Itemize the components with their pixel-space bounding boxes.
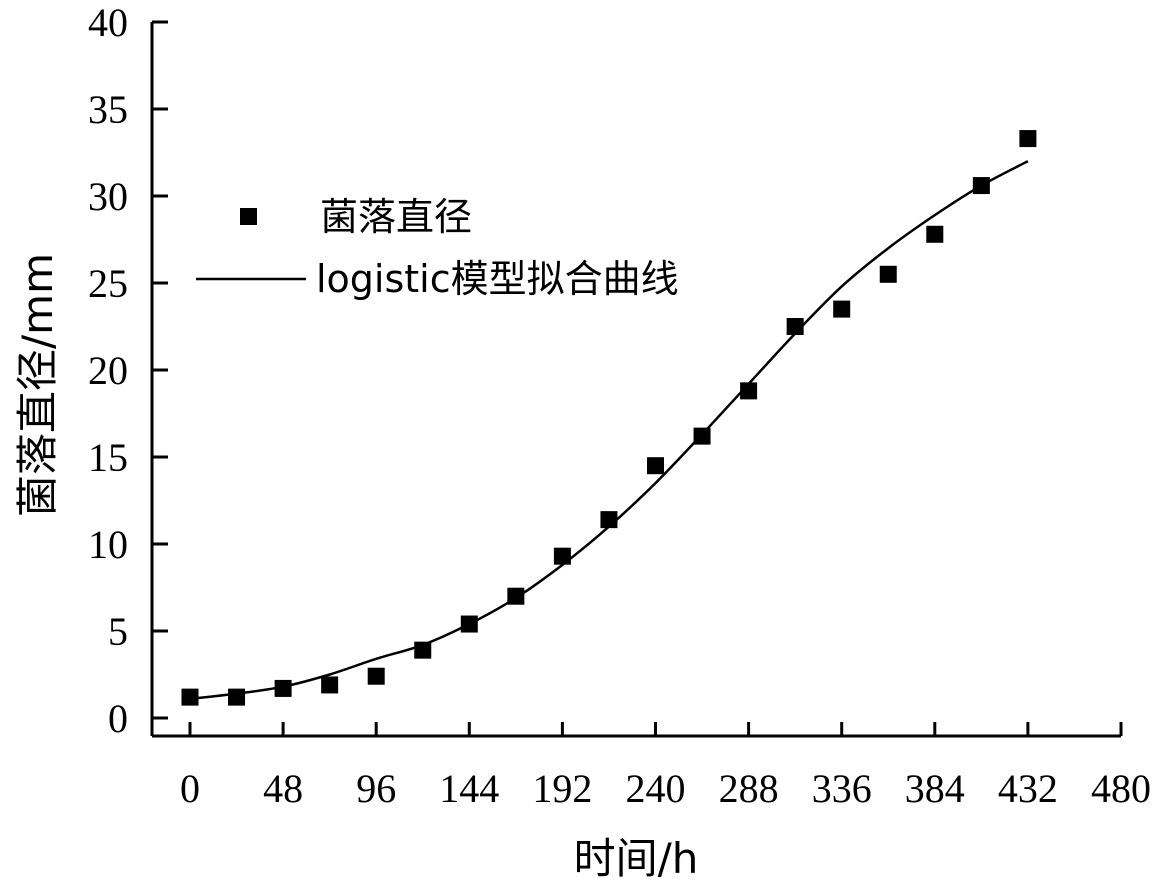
x-tick-label: 96 (356, 766, 396, 811)
legend-label-scatter: 菌落直径 (320, 195, 472, 239)
y-tick-label: 5 (108, 609, 128, 654)
legend-label-line: logistic模型拟合曲线 (316, 257, 679, 301)
x-tick-label: 384 (905, 766, 965, 811)
data-point (879, 265, 897, 283)
x-tick-label: 432 (998, 766, 1058, 811)
data-point (460, 615, 478, 633)
legend: 菌落直径 logistic模型拟合曲线 (196, 195, 679, 301)
data-point (414, 641, 432, 659)
data-point (740, 382, 758, 400)
y-ticks: 0 5 10 15 20 25 30 35 40 (88, 0, 168, 741)
x-ticks: 0 48 96 144 192 240 288 336 384 432 480 (180, 722, 1151, 811)
y-tick-label: 10 (88, 522, 128, 567)
x-tick-label: 144 (439, 766, 499, 811)
x-tick-label: 192 (532, 766, 592, 811)
y-tick-label: 20 (88, 348, 128, 393)
fit-curve (189, 160, 1029, 701)
data-point (693, 427, 711, 445)
x-tick-label: 288 (719, 766, 779, 811)
y-tick-label: 15 (88, 435, 128, 480)
fit-line-layer (189, 160, 1029, 701)
data-point (181, 688, 199, 706)
y-tick-label: 0 (108, 696, 128, 741)
axes (150, 22, 1121, 738)
x-tick-label: 336 (812, 766, 872, 811)
data-point (600, 511, 618, 529)
y-tick-label: 30 (88, 174, 128, 219)
data-point (507, 587, 525, 605)
y-tick-label: 40 (88, 0, 128, 45)
data-point (833, 300, 851, 318)
x-axis-title: 时间/h (574, 834, 699, 883)
data-point (926, 225, 944, 243)
data-point (274, 679, 292, 697)
legend-marker-scatter (240, 208, 257, 225)
data-point (1019, 130, 1037, 148)
data-point (228, 688, 246, 706)
data-point (367, 667, 385, 685)
x-tick-label: 0 (180, 766, 200, 811)
data-point (647, 457, 664, 475)
y-tick-label: 35 (88, 87, 128, 132)
data-point (321, 676, 339, 694)
x-tick-label: 48 (263, 766, 303, 811)
x-tick-label: 480 (1091, 766, 1151, 811)
data-point (553, 547, 571, 565)
data-point (972, 177, 990, 195)
points-layer (181, 130, 1037, 706)
x-tick-label: 240 (626, 766, 686, 811)
y-tick-label: 25 (88, 261, 128, 306)
data-point (786, 318, 804, 335)
y-axis-title: 菌落直径/mm (13, 253, 62, 517)
